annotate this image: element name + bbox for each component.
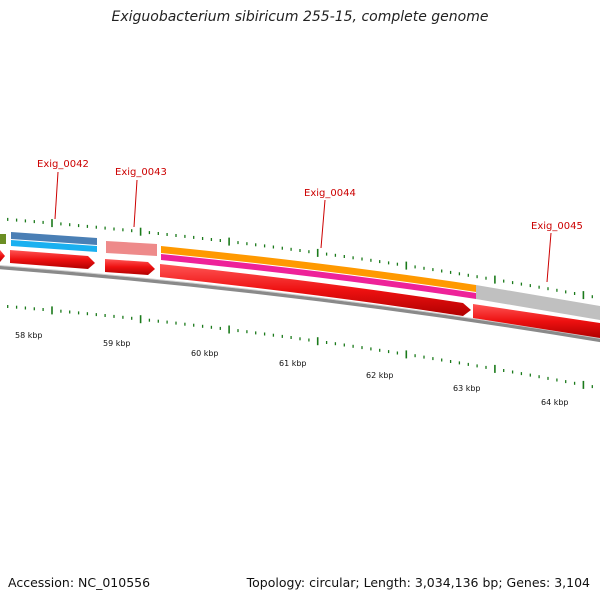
gene-label: Exig_0045 bbox=[531, 221, 583, 232]
genome-backbone-highlight bbox=[0, 265, 600, 339]
genome-stats-text: Topology: circular; Length: 3,034,136 bp… bbox=[246, 575, 590, 590]
upper-tick-marks bbox=[7, 217, 593, 300]
feature-track-pink bbox=[106, 241, 157, 256]
lower-tick-marks bbox=[7, 305, 593, 389]
feature-track-orange bbox=[161, 246, 476, 292]
accession-text: Accession: NC_010556 bbox=[8, 575, 151, 590]
feature-track-magenta bbox=[161, 254, 476, 299]
genome-backbone bbox=[0, 265, 600, 343]
gene-arrow bbox=[10, 250, 95, 269]
feature-track-cyan bbox=[11, 240, 97, 252]
gene-label-leader bbox=[133, 179, 138, 228]
kbp-label: 60 kbp bbox=[191, 349, 219, 358]
gene-label-leader bbox=[54, 171, 59, 220]
map-title: Exiguobacterium sibiricum 255-15, comple… bbox=[111, 9, 489, 25]
kbp-label: 64 kbp bbox=[541, 398, 569, 407]
gene-arrow bbox=[105, 259, 155, 275]
gene-arrow bbox=[473, 304, 600, 338]
gene-arrow bbox=[160, 264, 471, 316]
gene-label-leader bbox=[320, 199, 326, 249]
kbp-label: 58 kbp bbox=[15, 331, 43, 340]
gene-arrow bbox=[0, 250, 5, 262]
gene-label: Exig_0044 bbox=[304, 188, 356, 199]
feature-track-steelblue bbox=[11, 232, 97, 245]
feature-track-olive bbox=[0, 234, 6, 244]
gene-label: Exig_0043 bbox=[115, 167, 167, 178]
kbp-label: 59 kbp bbox=[103, 339, 131, 348]
gene-label-leader bbox=[546, 232, 552, 283]
kbp-label: 62 kbp bbox=[366, 371, 394, 380]
gene-label: Exig_0042 bbox=[37, 159, 89, 170]
kbp-label: 61 kbp bbox=[279, 359, 307, 368]
feature-track-gray bbox=[476, 285, 600, 320]
kbp-label: 63 kbp bbox=[453, 384, 481, 393]
